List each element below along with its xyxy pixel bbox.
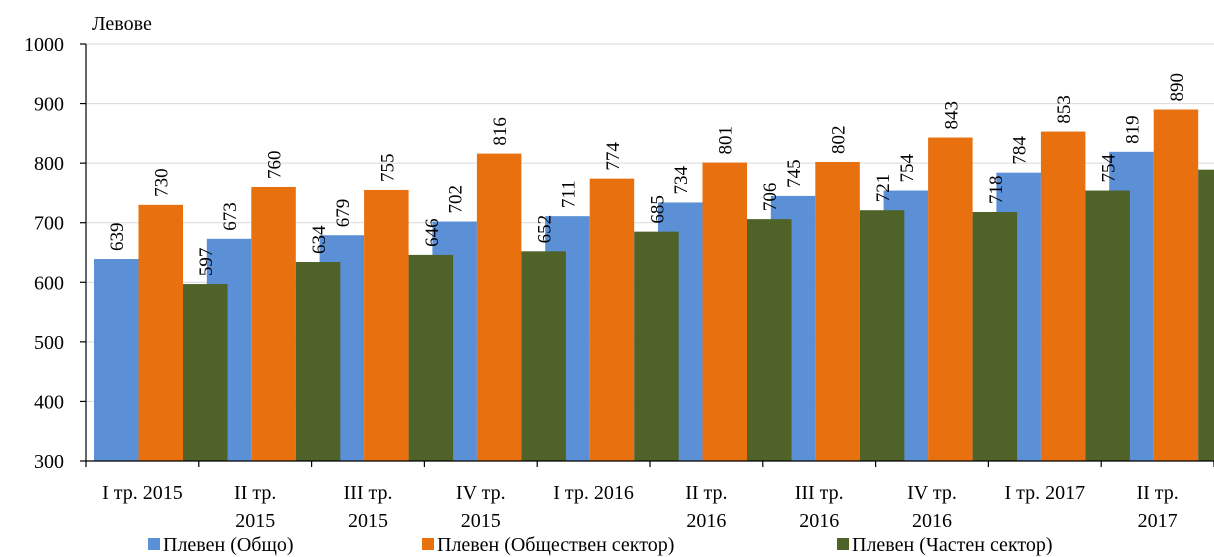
bar: [364, 189, 409, 461]
y-tick-label: 800: [34, 153, 64, 175]
x-tick-label: 2015: [461, 510, 501, 532]
y-tick-label: 300: [34, 451, 64, 473]
bar: [972, 211, 1018, 461]
legend-label: Плевен (Частен сектор): [852, 534, 1053, 556]
data-label: 843: [941, 101, 962, 130]
x-tick-label: 2016: [799, 510, 839, 532]
bar: [1040, 131, 1086, 461]
data-label: 754: [897, 154, 918, 183]
x-axis-labels: I тр. 2015 II тр. 2015 III тр. 2015 IV тр. 201…: [102, 482, 1179, 532]
x-tick-label: 2016: [686, 510, 726, 532]
bar: [589, 178, 635, 462]
y-tick-label: 400: [34, 391, 64, 413]
y-tick-label: 500: [34, 332, 64, 354]
x-tick-label: I тр. 2015: [102, 482, 183, 504]
x-tick-label: III тр.: [344, 482, 393, 504]
legend-swatch: [837, 538, 849, 550]
y-tick-label: 700: [34, 213, 64, 235]
legend-swatch: [148, 538, 160, 550]
data-label: 673: [220, 202, 241, 230]
axes: [80, 43, 1214, 467]
data-label: 685: [647, 195, 668, 224]
y-tick-label: 900: [34, 94, 64, 116]
x-tick-label: II тр.: [234, 482, 276, 504]
bar: [251, 186, 296, 461]
data-label: 754: [1099, 154, 1120, 183]
x-tick-label: 2015: [348, 510, 388, 532]
bars: 639 673 679 702 711 734 745 754 784 819 730 760 755 8…: [94, 73, 1214, 462]
bar: [408, 254, 454, 461]
x-tick-label: III тр.: [795, 482, 844, 504]
data-label: 760: [265, 150, 286, 179]
data-label: 890: [1167, 73, 1188, 102]
data-label: 816: [490, 117, 511, 146]
bar: [138, 204, 183, 462]
bar: [859, 210, 905, 461]
bar: [928, 137, 973, 461]
legend: Плевен (Общо) Плевен (Обществен сектор) Пл…: [148, 534, 1053, 556]
bar: [94, 259, 139, 461]
bar: [815, 161, 860, 462]
data-label: 784: [1010, 136, 1031, 165]
data-label: 730: [152, 168, 173, 197]
data-label: 802: [829, 125, 850, 154]
data-label: 853: [1054, 95, 1075, 124]
data-label: 721: [873, 174, 894, 203]
legend-label: Плевен (Обществен сектор): [437, 534, 674, 556]
x-tick-label: I тр. 2016: [553, 482, 634, 504]
x-tick-label: 2015: [235, 510, 275, 532]
bar: [183, 284, 228, 461]
data-label: 774: [603, 142, 624, 171]
x-tick-label: 2016: [912, 510, 952, 532]
data-label: 679: [333, 199, 354, 228]
y-axis-ticks: 300 400 500 600 700 800 900 1000: [24, 34, 64, 473]
data-label: 702: [446, 185, 467, 214]
x-tick-label: II тр.: [685, 482, 727, 504]
data-label: 652: [535, 215, 556, 244]
y-tick-label: 1000: [24, 34, 64, 56]
data-label: 711: [558, 180, 579, 208]
y-axis-label: Левове: [92, 13, 152, 35]
bar: [1198, 169, 1214, 461]
data-label: 819: [1122, 115, 1143, 144]
bar: [747, 219, 792, 461]
x-tick-label: I тр. 2017: [1004, 482, 1085, 504]
data-label: 639: [107, 223, 128, 252]
data-label: 734: [671, 165, 692, 194]
data-label: 646: [422, 218, 443, 247]
data-label: 789: [1211, 133, 1214, 162]
data-label: 597: [196, 248, 217, 277]
data-label: 745: [784, 159, 805, 188]
data-label: 634: [309, 225, 330, 254]
x-tick-label: IV тр.: [456, 482, 506, 504]
bar: [702, 162, 747, 461]
data-label: 801: [716, 126, 737, 155]
x-tick-label: II тр.: [1136, 482, 1178, 504]
data-label: 718: [986, 175, 1007, 204]
y-tick-label: 600: [34, 272, 64, 294]
bar: [476, 153, 522, 461]
x-tick-label: IV тр.: [907, 482, 957, 504]
legend-label: Плевен (Общо): [163, 534, 294, 556]
data-label: 755: [377, 153, 398, 182]
bar: [295, 262, 341, 461]
bar: [634, 231, 679, 461]
x-tick-label: 2017: [1138, 510, 1178, 532]
bar: [1153, 109, 1199, 462]
bar: [521, 251, 566, 461]
bar: [1085, 190, 1130, 461]
data-label: 706: [760, 183, 781, 212]
legend-swatch: [422, 538, 434, 550]
